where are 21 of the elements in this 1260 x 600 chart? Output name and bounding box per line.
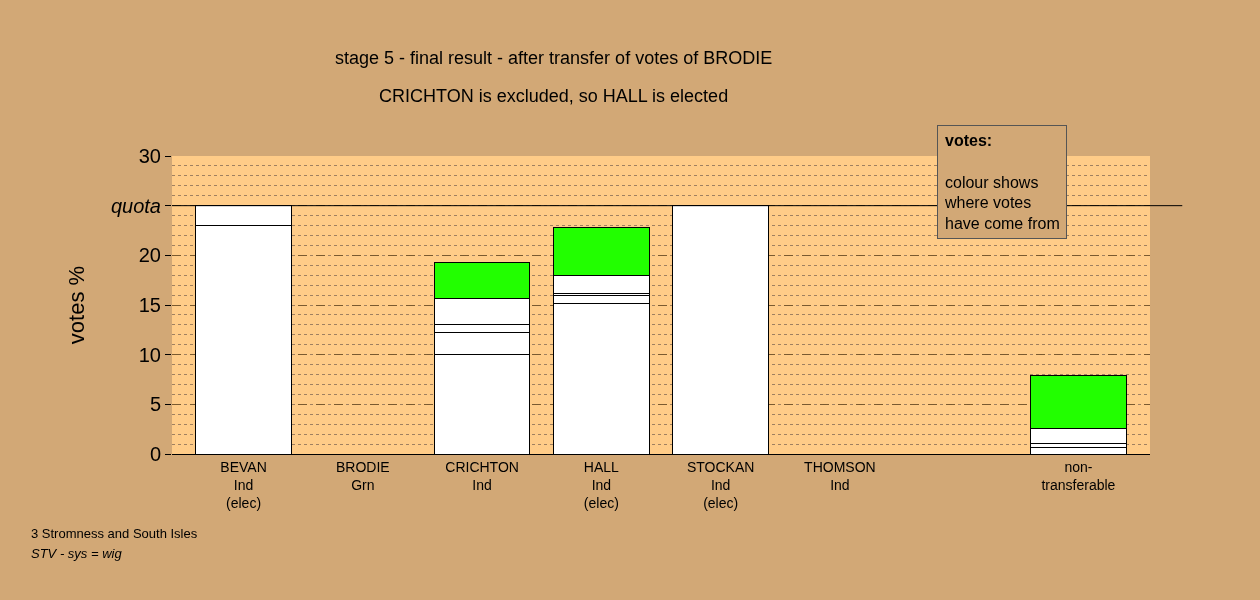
text: STV - sys = wig (31, 546, 123, 561)
y-tick-label: 20 (138, 244, 161, 267)
y-tick-label: 30 (138, 145, 161, 167)
y-tick-label: 0 (149, 443, 161, 465)
annotation: colour shows where votes have come from (944, 173, 1060, 233)
x-tick-label: THOMSON Ind (804, 458, 876, 493)
text: 3 Stromness and South Isles (31, 526, 198, 541)
x-tick-label: non- transferable (1041, 458, 1116, 493)
y-tick-label: 5 (149, 393, 161, 416)
y-tick-label: 15 (138, 294, 161, 316)
text: votes: (945, 132, 993, 149)
chart-subtitle: CRICHTON is excluded, so HALL is elected (379, 86, 729, 106)
x-tick-label: BEVAN Ind (elec) (220, 458, 267, 512)
y-tick-label: quota (110, 194, 161, 217)
y-axis-title: votes % (63, 265, 89, 345)
y-tick-label: 10 (138, 343, 161, 366)
x-tick-label: CRICHTON Ind (445, 458, 519, 493)
x-tick-label: STOCKAN Ind (elec) (686, 458, 755, 512)
x-tick-label: BRODIE Grn (335, 458, 390, 493)
x-tick-label: HALL Ind (elec) (583, 458, 620, 512)
chart-title: stage 5 - final result - after transfer of votes of BRODIE (335, 48, 773, 68)
